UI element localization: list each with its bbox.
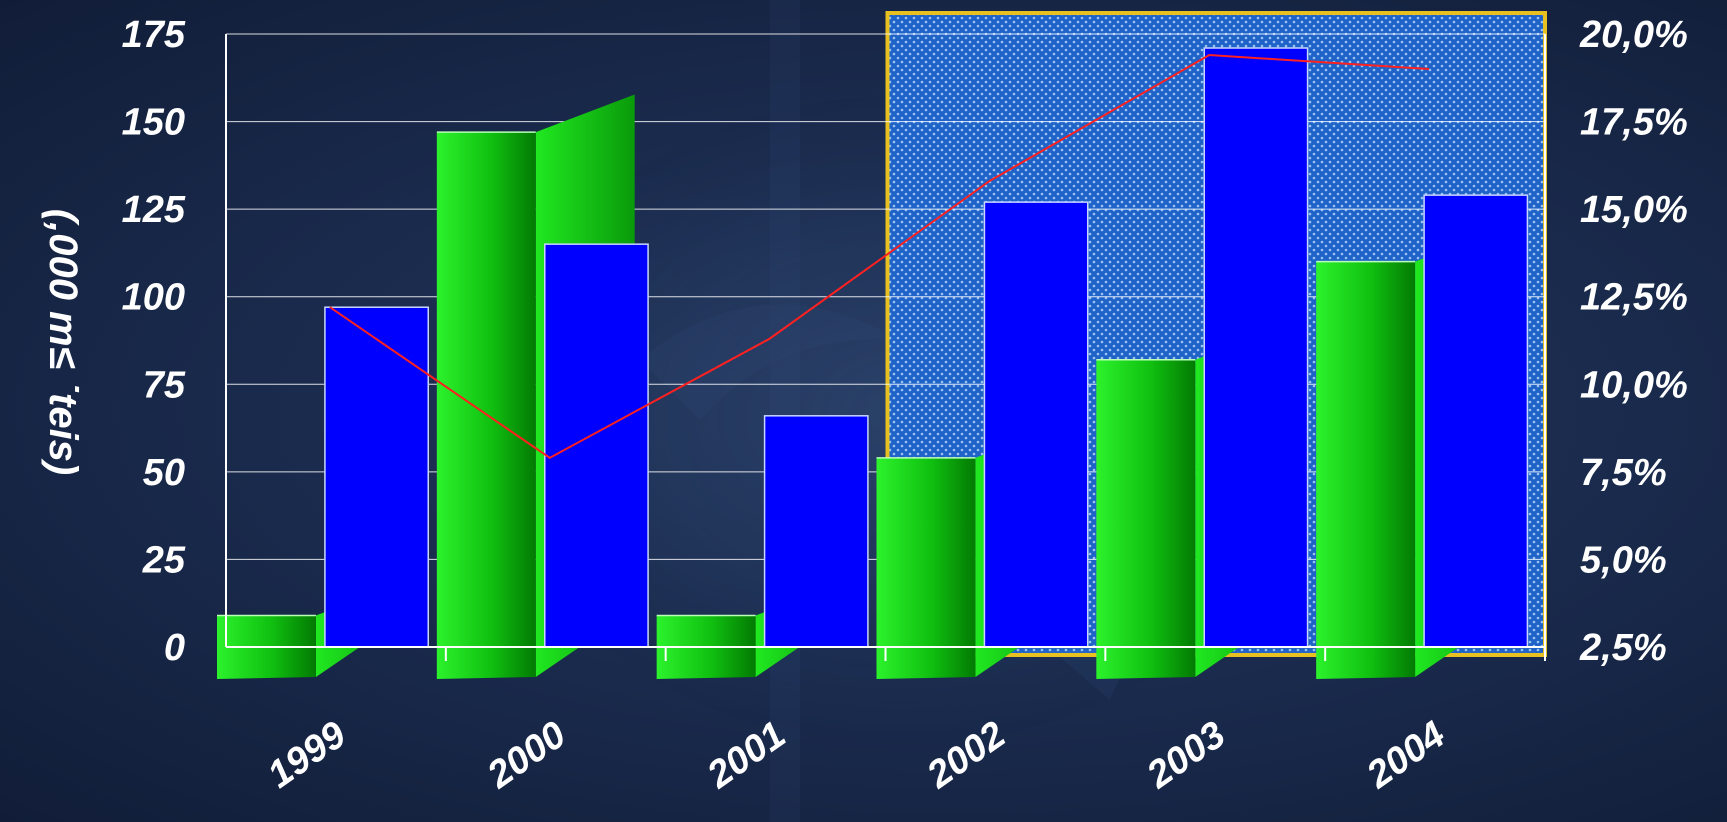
blue-bar [1423,194,1529,648]
blue-bar [324,306,429,648]
x-tick-label: 2003 [1139,714,1233,797]
green-bar-front [1316,261,1416,679]
y2-tick-label: 7,5% [1580,452,1667,494]
axes [225,34,1546,661]
x-tick-label: 2004 [1359,714,1453,797]
green-bar-front [1096,359,1196,679]
y-axis-ticks: 0 25 50 75 100 125 150 175 [122,14,186,669]
y2-tick-label: 17,5% [1580,102,1688,144]
y-tick-label: 150 [122,102,185,144]
y-tick-label: 0 [164,627,185,669]
blue-bar-series [324,47,1529,648]
y2-tick-label: 10,0% [1580,364,1688,406]
green-bar-front [876,457,976,679]
blue-bar [983,201,1089,648]
x-tick-label: 1999 [260,714,353,797]
y-axis-title: (,000 m≤ ˙teis) [41,209,85,475]
y-tick-label: 50 [143,452,185,494]
y-tick-label: 25 [142,539,186,581]
y2-axis-ticks: 2,5% 5,0% 7,5% 10,0% 12,5% 15,0% 17,5% 20,0% [1579,14,1688,669]
y2-tick-label: 12,5% [1580,277,1688,319]
y2-tick-label: 20,0% [1579,14,1688,56]
y2-tick-label: 5,0% [1580,539,1667,581]
green-bar-front [436,132,536,679]
y2-tick-label: 2,5% [1579,627,1667,669]
y-tick-label: 75 [143,364,186,406]
y2-tick-label: 15,0% [1580,189,1688,231]
y-tick-label: 100 [122,277,185,319]
x-tick-label: 2000 [479,714,573,797]
blue-bar [763,415,869,648]
trend-line [329,54,1430,460]
x-axis-ticks: 1999 2000 2001 2002 2003 2004 [260,714,1453,797]
blue-bar [1203,47,1309,648]
blue-bar [544,243,649,648]
y-tick-label: 125 [122,189,186,231]
y-tick-label: 175 [122,14,186,56]
